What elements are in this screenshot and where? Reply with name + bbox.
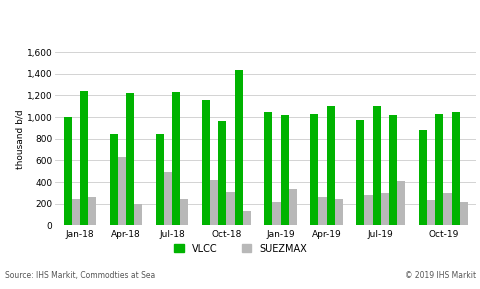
Bar [72,199,80,225]
Bar [80,91,88,225]
Bar [172,92,180,225]
Bar [280,115,288,225]
Bar [334,199,342,225]
Bar [180,199,188,225]
Text: Source: IHS Markit, Commodties at Sea: Source: IHS Markit, Commodties at Sea [5,271,155,281]
Bar [355,120,364,225]
Bar [459,202,467,225]
Bar [380,193,388,225]
Bar [209,180,217,225]
Bar [126,93,134,225]
Text: Angolan Crude Oil shipments by Sizeclass: Angolan Crude Oil shipments by Sizeclass [5,17,317,30]
Bar [217,121,226,225]
Bar [118,157,126,225]
Y-axis label: thousand b/d: thousand b/d [15,109,24,168]
Bar [418,130,426,225]
Bar [372,106,380,225]
Bar [364,194,372,225]
Bar [109,134,118,225]
Bar [234,71,242,225]
Bar [155,134,164,225]
Bar [434,114,443,225]
Bar [426,200,434,225]
Bar [443,193,451,225]
Legend: VLCC, SUEZMAX: VLCC, SUEZMAX [174,244,306,253]
Bar [318,197,326,225]
Bar [451,112,459,225]
Bar [134,204,142,225]
Bar [388,115,396,225]
Bar [396,181,405,225]
Bar [88,197,96,225]
Text: © 2019 IHS Markit: © 2019 IHS Markit [404,271,475,281]
Bar [164,172,172,225]
Bar [242,211,251,225]
Bar [63,117,72,225]
Bar [288,189,296,225]
Bar [226,192,234,225]
Bar [272,202,280,225]
Bar [310,114,318,225]
Bar [264,112,272,225]
Bar [326,106,334,225]
Bar [201,100,209,225]
